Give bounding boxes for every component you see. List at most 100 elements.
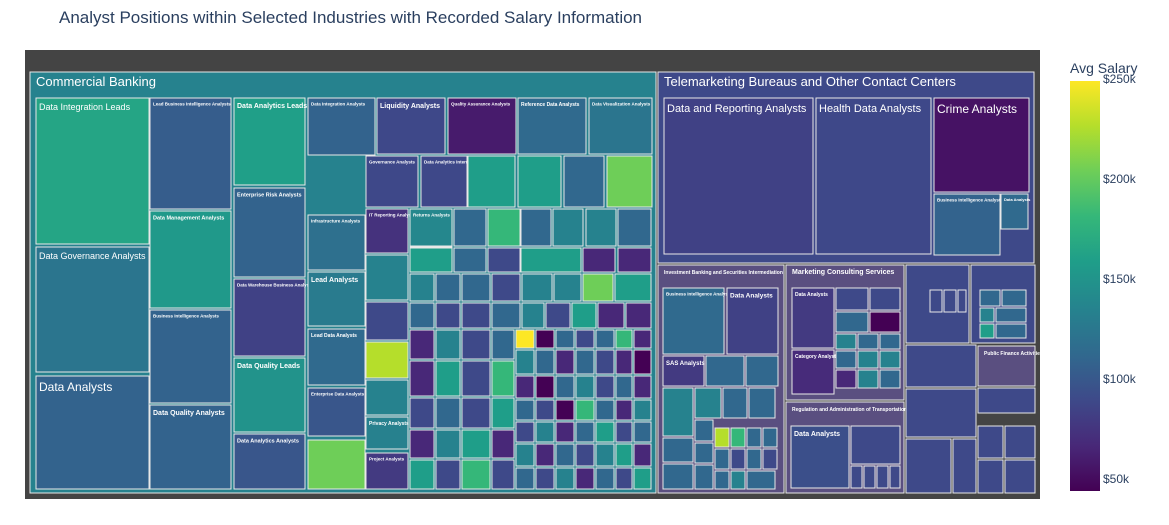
treemap-cell[interactable] xyxy=(555,467,575,490)
treemap-cell[interactable] xyxy=(995,307,1027,323)
treemap-cell[interactable] xyxy=(535,399,555,421)
position-tile[interactable] xyxy=(233,278,306,357)
treemap-cell[interactable] xyxy=(571,302,597,329)
treemap-cell[interactable] xyxy=(555,399,575,421)
treemap-cell[interactable] xyxy=(461,360,491,397)
treemap-cell[interactable] xyxy=(705,355,745,387)
position-tile[interactable] xyxy=(517,97,587,155)
treemap-cell[interactable] xyxy=(722,387,748,419)
treemap-cell[interactable] xyxy=(694,419,714,442)
treemap-cell[interactable] xyxy=(633,443,652,467)
position-tile[interactable] xyxy=(307,328,366,386)
treemap-cell[interactable] xyxy=(575,329,595,349)
treemap-cell[interactable] xyxy=(491,360,515,397)
treemap-cell[interactable] xyxy=(979,289,1001,307)
treemap-cell[interactable] xyxy=(633,349,652,375)
position-tile[interactable] xyxy=(663,97,814,255)
treemap-cell[interactable] xyxy=(435,360,461,397)
treemap-cell[interactable] xyxy=(520,208,552,247)
treemap[interactable]: Commercial Banking Telemarketing Bureaus … xyxy=(25,50,1040,499)
treemap-cell[interactable] xyxy=(491,459,515,490)
treemap-cell[interactable] xyxy=(535,421,555,443)
treemap-cell[interactable] xyxy=(633,375,652,399)
treemap-cell[interactable] xyxy=(575,467,595,490)
treemap-cell[interactable] xyxy=(585,208,617,247)
treemap-cell[interactable] xyxy=(535,467,555,490)
treemap-cell[interactable] xyxy=(555,375,575,399)
treemap-cell[interactable] xyxy=(409,302,435,329)
treemap-cell[interactable] xyxy=(453,208,487,247)
treemap-cell[interactable] xyxy=(545,302,571,329)
treemap-cell[interactable] xyxy=(595,443,615,467)
treemap-cell[interactable] xyxy=(553,273,582,302)
treemap-cell[interactable] xyxy=(365,341,409,379)
treemap-cell[interactable] xyxy=(835,369,857,389)
treemap-cell[interactable] xyxy=(835,287,869,311)
treemap-cell[interactable] xyxy=(615,375,633,399)
position-tile[interactable] xyxy=(790,425,850,489)
position-tile[interactable] xyxy=(233,187,306,278)
treemap-cell[interactable] xyxy=(714,470,730,490)
treemap-cell[interactable] xyxy=(575,349,595,375)
position-tile[interactable] xyxy=(35,375,150,490)
treemap-cell[interactable] xyxy=(745,355,779,387)
treemap-cell[interactable] xyxy=(461,302,491,329)
treemap-cell[interactable] xyxy=(575,375,595,399)
treemap-cell[interactable] xyxy=(957,289,967,313)
treemap-cell[interactable] xyxy=(746,470,776,490)
industry-tile[interactable] xyxy=(977,345,1036,387)
treemap-cell[interactable] xyxy=(461,273,491,302)
treemap-cell[interactable] xyxy=(614,273,652,302)
treemap-cell[interactable] xyxy=(595,329,615,349)
treemap-cell[interactable] xyxy=(879,350,901,369)
treemap-cell[interactable] xyxy=(615,421,633,443)
treemap-cell[interactable] xyxy=(515,421,535,443)
treemap-cell[interactable] xyxy=(694,387,722,419)
position-tile[interactable] xyxy=(662,355,705,387)
treemap-cell[interactable] xyxy=(929,289,943,313)
treemap-cell[interactable] xyxy=(365,379,409,416)
treemap-cell[interactable] xyxy=(535,443,555,467)
position-tile[interactable] xyxy=(149,309,232,404)
treemap-cell[interactable] xyxy=(435,397,461,429)
treemap-cell[interactable] xyxy=(595,467,615,490)
treemap-cell[interactable] xyxy=(995,323,1027,339)
treemap-cell[interactable] xyxy=(869,287,901,311)
position-tile[interactable] xyxy=(376,97,446,155)
treemap-cell[interactable] xyxy=(595,421,615,443)
treemap-cell[interactable] xyxy=(575,443,595,467)
treemap-cell[interactable] xyxy=(762,448,778,470)
treemap-cell[interactable] xyxy=(1001,289,1027,307)
treemap-cell[interactable] xyxy=(487,247,521,273)
treemap-cell[interactable] xyxy=(694,442,714,464)
treemap-cell[interactable] xyxy=(977,425,1004,459)
treemap-cell[interactable] xyxy=(461,397,491,429)
treemap-cell[interactable] xyxy=(617,208,652,247)
treemap-cell[interactable] xyxy=(575,421,595,443)
position-tile[interactable] xyxy=(815,97,932,255)
position-tile[interactable] xyxy=(791,287,835,349)
position-tile[interactable] xyxy=(933,193,1001,256)
treemap-cell[interactable] xyxy=(979,323,995,339)
treemap-cell[interactable] xyxy=(662,437,694,463)
position-tile[interactable] xyxy=(365,416,409,450)
treemap-cell[interactable] xyxy=(555,421,575,443)
treemap-cell[interactable] xyxy=(662,387,694,437)
treemap-cell[interactable] xyxy=(461,459,491,490)
treemap-cell[interactable] xyxy=(555,349,575,375)
treemap-cell[interactable] xyxy=(515,443,535,467)
treemap-cell[interactable] xyxy=(515,399,535,421)
treemap-cell[interactable] xyxy=(552,208,584,247)
treemap-cell[interactable] xyxy=(952,438,977,494)
treemap-cell[interactable] xyxy=(633,467,652,490)
treemap-cell[interactable] xyxy=(409,397,435,429)
treemap-cell[interactable] xyxy=(435,273,461,302)
treemap-cell[interactable] xyxy=(943,289,957,313)
position-tile[interactable] xyxy=(307,387,366,437)
treemap-cell[interactable] xyxy=(491,273,521,302)
treemap-cell[interactable] xyxy=(746,448,762,470)
position-tile[interactable] xyxy=(233,357,306,433)
treemap-cell[interactable] xyxy=(409,273,435,302)
treemap-cell[interactable] xyxy=(714,448,730,470)
treemap-cell[interactable] xyxy=(662,463,694,490)
